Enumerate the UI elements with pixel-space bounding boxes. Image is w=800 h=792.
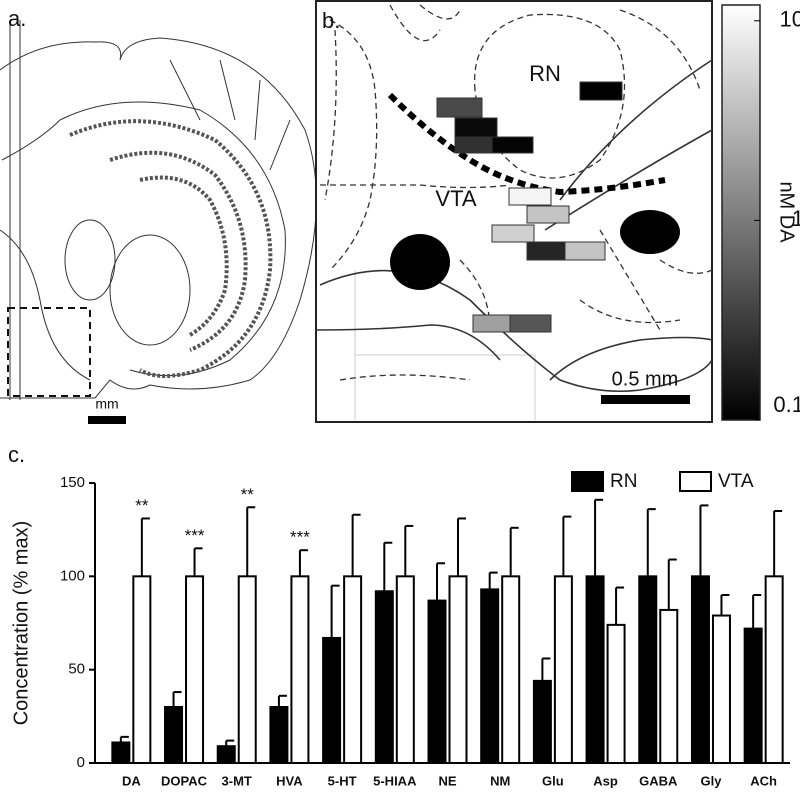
- bar: [480, 588, 500, 765]
- colorbar-label: nM DA: [776, 181, 798, 243]
- y-tick-label: 0: [77, 754, 85, 771]
- anatomy-drawing: [315, 4, 713, 420]
- bar: [290, 575, 310, 764]
- panel-label: b.: [322, 8, 340, 33]
- legend-label: VTA: [718, 471, 754, 492]
- probe: [509, 314, 552, 333]
- bar: [638, 575, 658, 764]
- bar: [216, 745, 236, 765]
- probe: [454, 117, 498, 138]
- significance-label: ***: [290, 528, 310, 547]
- bar: [501, 575, 521, 764]
- bar: [743, 627, 763, 764]
- bar: [585, 575, 605, 764]
- bar: [764, 575, 784, 764]
- colorbar-tick-label: 10: [780, 7, 800, 32]
- bar: [532, 679, 552, 764]
- significance-label: **: [135, 496, 149, 515]
- y-tick-label: 100: [60, 567, 85, 584]
- probe: [526, 205, 570, 224]
- bar: [553, 575, 573, 764]
- bar: [427, 599, 447, 764]
- bar: [690, 575, 710, 764]
- region-label: VTA: [435, 186, 476, 211]
- atlas-drawing: [0, 20, 317, 400]
- colorbar: [721, 4, 761, 421]
- x-tick-label: 5-HT: [328, 773, 357, 788]
- significance-label: ***: [185, 526, 205, 545]
- legend-label: RN: [610, 471, 637, 492]
- bar: [237, 575, 257, 764]
- probe: [491, 224, 535, 243]
- bar: [374, 590, 394, 764]
- probe: [508, 187, 552, 206]
- y-tick-label: 50: [68, 661, 85, 678]
- scale-label: mm: [95, 396, 118, 412]
- x-tick-label: 3-MT: [222, 773, 252, 788]
- region-label: RN: [529, 61, 561, 86]
- colorbar-tick-label: 0.1: [773, 392, 800, 417]
- scale-bar: [88, 416, 126, 424]
- x-tick-label: ACh: [750, 773, 777, 788]
- x-tick-label: Asp: [593, 773, 618, 788]
- probe: [491, 136, 534, 154]
- bar: [269, 706, 289, 764]
- x-tick-label: DOPAC: [161, 773, 208, 788]
- probe: [454, 136, 493, 154]
- probe: [436, 97, 483, 118]
- legend-swatch: [679, 471, 712, 492]
- x-tick-label: NE: [438, 773, 456, 788]
- bar: [111, 741, 131, 765]
- bar: [448, 575, 468, 764]
- bar: [132, 575, 152, 764]
- scale-bar: [601, 395, 690, 404]
- x-tick-label: Glu: [542, 773, 564, 788]
- bar: [322, 636, 342, 765]
- x-tick-label: NM: [490, 773, 510, 788]
- bar: [164, 706, 184, 764]
- x-tick-label: DA: [122, 773, 141, 788]
- bar: [659, 608, 679, 765]
- y-tick-label: 150: [60, 474, 85, 491]
- significance-label: **: [241, 485, 255, 504]
- bar: [711, 614, 731, 764]
- probe: [472, 314, 511, 333]
- legend-swatch: [571, 471, 604, 492]
- panel-label: a.: [8, 6, 26, 31]
- panel-label: c.: [8, 442, 25, 467]
- probe: [579, 81, 623, 101]
- bar: [185, 575, 205, 764]
- colorbar-tick-label: 1: [792, 206, 800, 231]
- bar: [606, 623, 626, 764]
- x-tick-label: Gly: [700, 773, 722, 788]
- bar: [343, 575, 363, 764]
- probe: [526, 241, 566, 261]
- scale-label: 0.5 mm: [612, 368, 679, 390]
- probe: [564, 241, 606, 261]
- y-axis-label: Concentration (% max): [10, 521, 32, 726]
- x-tick-label: 5-HIAA: [373, 773, 417, 788]
- bar: [395, 575, 415, 764]
- x-tick-label: GABA: [639, 773, 678, 788]
- x-tick-label: HVA: [276, 773, 303, 788]
